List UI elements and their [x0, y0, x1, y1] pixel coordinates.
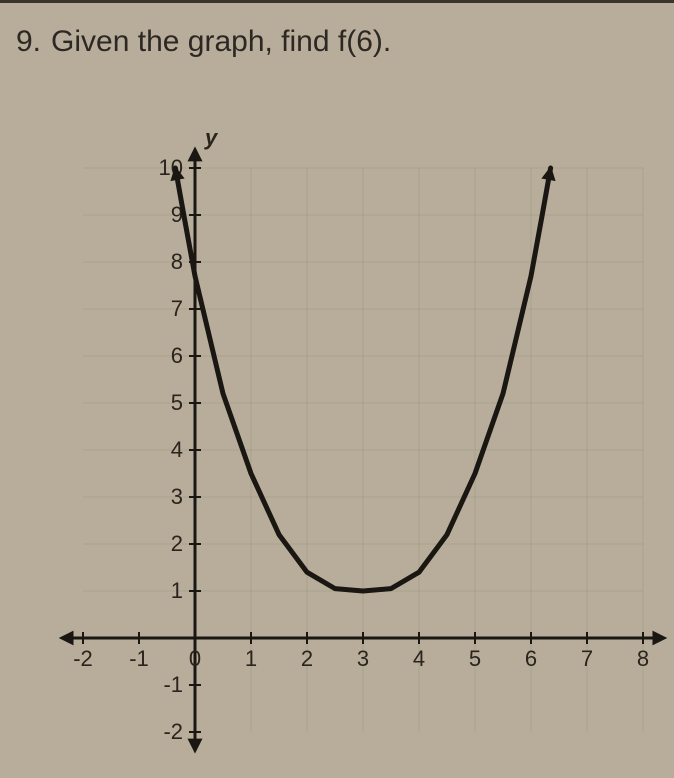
x-tick-label: 8 [637, 646, 649, 671]
y-tick-label: 3 [171, 484, 183, 509]
y-tick-label: -1 [163, 672, 183, 697]
y-tick-label: 5 [171, 390, 183, 415]
question-number: 9. [16, 25, 41, 59]
y-tick-label: -2 [163, 719, 183, 744]
x-tick-label: 5 [469, 646, 481, 671]
x-tick-label: -2 [73, 646, 93, 671]
x-tick-label: 2 [301, 646, 313, 671]
x-tick-label: 7 [581, 646, 593, 671]
x-tick-label: 4 [413, 646, 425, 671]
y-tick-label: 1 [171, 578, 183, 603]
y-tick-label: 2 [171, 531, 183, 556]
question: 9. Given the graph, find f(6). [16, 25, 391, 59]
graph-svg: -2-1012345678-2-112345678910xy [30, 68, 670, 773]
question-text: Given the graph, find f(6). [51, 25, 391, 59]
x-tick-label: 0 [189, 646, 201, 671]
x-tick-label: -1 [129, 646, 149, 671]
y-tick-label: 7 [171, 296, 183, 321]
y-axis-label: y [204, 125, 219, 150]
y-tick-label: 4 [171, 437, 183, 462]
x-tick-label: 3 [357, 646, 369, 671]
page: 9. Given the graph, find f(6). -2-101234… [0, 0, 674, 778]
x-tick-label: 6 [525, 646, 537, 671]
y-tick-label: 6 [171, 343, 183, 368]
graph: -2-1012345678-2-112345678910xy [30, 68, 670, 773]
x-tick-label: 1 [245, 646, 257, 671]
y-tick-label: 8 [171, 249, 183, 274]
